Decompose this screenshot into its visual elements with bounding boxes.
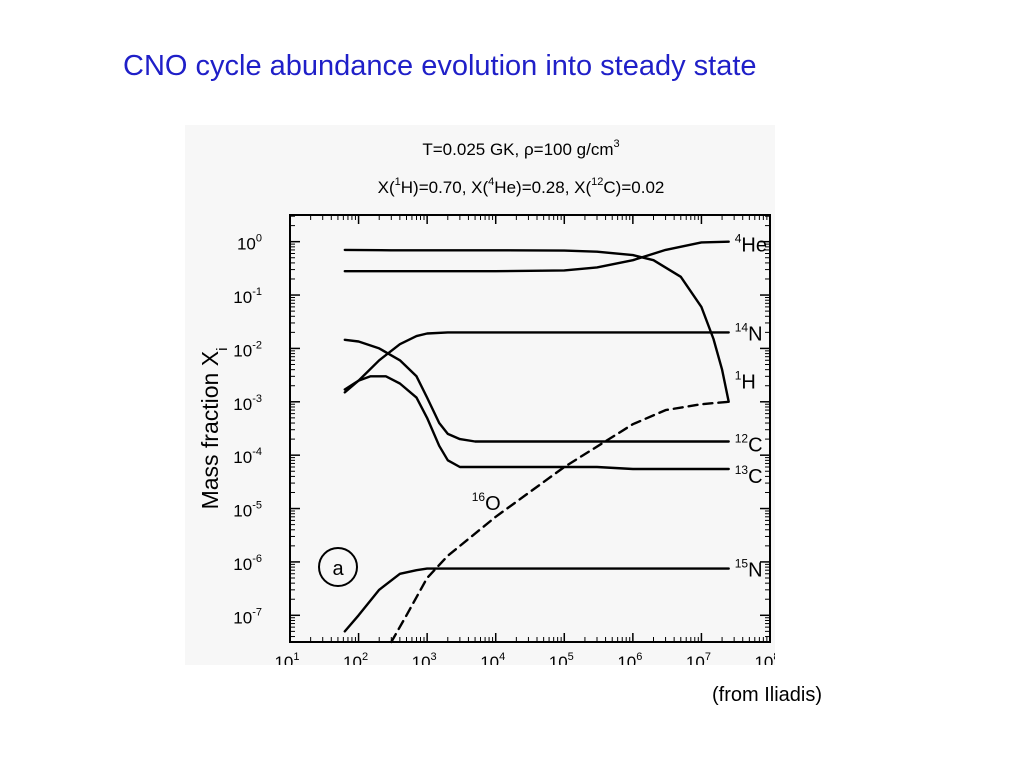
series-line-c12 xyxy=(343,338,730,443)
x-tick-label: 101 xyxy=(274,651,299,665)
series-line-n15 xyxy=(343,567,730,633)
series-label-he4: 4He xyxy=(735,232,767,257)
series-line-n14 xyxy=(343,331,730,391)
x-tick-label: 104 xyxy=(480,651,505,665)
series-line-h1 xyxy=(343,248,730,403)
series-label-o16: 16O xyxy=(472,490,501,515)
x-tick-label: 106 xyxy=(617,651,642,665)
y-tick-label: 100 xyxy=(237,233,262,254)
y-tick-label: 10-4 xyxy=(233,446,262,467)
x-tick-label: 103 xyxy=(412,651,437,665)
y-axis: 100 10-1 10-2 10-3 10-4 10-5 10-6 10-7 xyxy=(233,215,770,638)
y-tick-label: 10-2 xyxy=(233,339,262,360)
y-tick-label: 10-3 xyxy=(233,393,262,414)
panel-label: a xyxy=(318,547,358,587)
chart-header-line-1: T=0.025 GK, ρ=100 g/cm3 xyxy=(422,138,619,159)
series-line-o16 xyxy=(390,400,730,644)
chart-header-line-2: X(1H)=0.70, X(4He)=0.28, X(12C)=0.02 xyxy=(378,176,665,197)
x-tick-label: 107 xyxy=(686,651,711,665)
abundance-chart: T=0.025 GK, ρ=100 g/cm3 X(1H)=0.70, X(4He… xyxy=(197,138,775,665)
series-line-c13 xyxy=(343,375,730,471)
y-tick-label: 10-7 xyxy=(233,606,262,627)
series-label-n15: 15N xyxy=(735,557,763,582)
x-tick-label: 108 xyxy=(754,651,775,665)
chart-figure: T=0.025 GK, ρ=100 g/cm3 X(1H)=0.70, X(4He… xyxy=(185,125,775,665)
x-axis: 101 102 103 104 105 106 107 108 xyxy=(274,215,775,665)
series-label-n14: 14N xyxy=(735,320,763,345)
slide-title: CNO cycle abundance evolution into stead… xyxy=(123,50,757,82)
panel-label-text: a xyxy=(332,558,344,580)
series-label-h1: 1H xyxy=(735,369,756,394)
series-lines xyxy=(343,240,730,644)
series-line-he4 xyxy=(343,240,730,273)
chart-header: T=0.025 GK, ρ=100 g/cm3 X(1H)=0.70, X(4He… xyxy=(378,138,665,197)
y-tick-label: 10-5 xyxy=(233,500,262,521)
panel-label-circle xyxy=(318,547,358,587)
series-label-c13: 13C xyxy=(735,463,763,488)
x-tick-label: 102 xyxy=(343,651,368,665)
y-tick-label: 10-1 xyxy=(233,286,262,307)
y-axis-title: Mass fraction Xi xyxy=(197,348,231,510)
source-caption: (from Iliadis) xyxy=(712,684,823,706)
y-axis-label: Mass fraction Xi xyxy=(197,348,231,510)
series-labels: 4He 1H 14N 12C 13C 16O 15N xyxy=(472,232,767,582)
plot-frame xyxy=(289,214,771,643)
x-tick-label: 105 xyxy=(549,651,574,665)
y-tick-label: 10-6 xyxy=(233,553,262,574)
series-label-c12: 12C xyxy=(735,432,763,457)
